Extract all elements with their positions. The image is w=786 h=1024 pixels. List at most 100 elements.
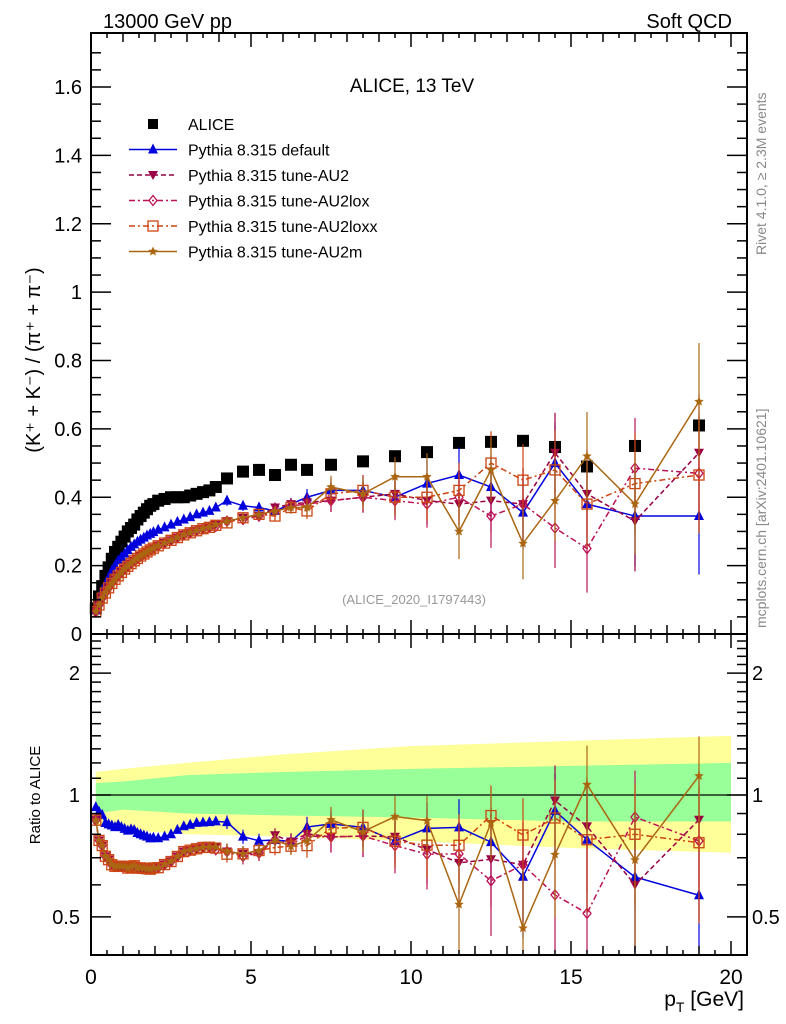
- ratio-marker-pythia-8-315-default: [222, 816, 232, 827]
- marker-pythia-8-315-tune-au2m: [100, 587, 111, 598]
- y-tick-label: 1.2: [54, 214, 82, 236]
- y-tick-label: 0.6: [54, 419, 82, 441]
- ratio-panel-series: [90, 736, 705, 952]
- ratio-marker-pythia-8-315-tune-au2loxx: [517, 829, 529, 841]
- legend-marker-pythia-8-315-tune-au2lox: [148, 194, 158, 207]
- marker-pythia-8-315-tune-au2m: [110, 574, 120, 584]
- marker-pythia-8-315-tune-au2m: [113, 570, 123, 580]
- main-panel-series: [89, 343, 705, 618]
- ratio-marker-pythia-8-315-default: [238, 830, 248, 841]
- marker-pythia-8-315-default: [166, 518, 176, 529]
- ratio-marker-pythia-8-315-tune-au2m: [103, 854, 114, 864]
- marker-alice: [237, 465, 249, 478]
- ratio-marker-pythia-8-315-tune-au2m: [326, 814, 336, 824]
- marker-pythia-8-315-tune-au2lox: [582, 542, 592, 555]
- legend-marker-alice: [148, 119, 158, 129]
- marker-alice: [325, 458, 337, 471]
- y-tick-label: 0.8: [54, 351, 82, 373]
- marker-pythia-8-315-tune-au2m: [630, 499, 640, 509]
- marker-pythia-8-315-tune-au2m: [145, 544, 155, 554]
- ratio-marker-pythia-8-315-tune-au2m: [172, 851, 183, 861]
- x-tick-label: 15: [559, 966, 582, 989]
- ratio-marker-pythia-8-315-tune-au2m: [191, 843, 202, 853]
- y-tick-label: 0: [71, 624, 82, 646]
- chart-title: ALICE, 13 TeV: [350, 76, 475, 97]
- ratio-marker-pythia-8-315-tune-au2m: [582, 779, 592, 789]
- legend-label-pythia-8-315-tune-au2loxx: Pythia 8.315 tune-AU2loxx: [188, 219, 377, 236]
- ratio-marker-pythia-8-315-tune-au2m: [390, 811, 400, 821]
- marker-pythia-8-315-tune-au2m: [94, 599, 104, 609]
- legend-label-alice: ALICE: [188, 117, 234, 134]
- ratio-marker-pythia-8-315-tune-au2m: [123, 863, 133, 873]
- marker-alice: [421, 446, 433, 459]
- ratio-marker-pythia-8-315-tune-au2m: [238, 848, 248, 858]
- marker-pythia-8-315-tune-au2m: [116, 567, 127, 577]
- marker-alice: [253, 463, 265, 476]
- marker-pythia-8-315-default: [204, 504, 215, 515]
- ratio-marker-pythia-8-315-default: [254, 834, 264, 845]
- ratio-marker-pythia-8-315-tune-au2loxx: [693, 837, 705, 849]
- ratio-marker-pythia-8-315-tune-au2m: [198, 842, 208, 852]
- rivet-info: Rivet 4.1.0, ≥ 2.3M events: [753, 92, 769, 255]
- marker-pythia-8-315-default: [185, 511, 196, 522]
- ratio-marker-pythia-8-315-tune-au2m: [145, 864, 155, 874]
- legend-label-pythia-8-315-default: Pythia 8.315 default: [188, 143, 330, 160]
- y-tick-label: 1: [69, 785, 80, 807]
- ratio-marker-pythia-8-315-tune-au2loxx: [453, 839, 465, 851]
- legend-label-pythia-8-315-tune-au2lox: Pythia 8.315 tune-AU2lox: [188, 194, 369, 211]
- y-tick-label-right: 0.5: [752, 907, 780, 929]
- legend-label-pythia-8-315-tune-au2m: Pythia 8.315 tune-AU2m: [188, 245, 362, 262]
- marker-pythia-8-315-tune-au2m: [454, 526, 464, 536]
- marker-pythia-8-315-tune-au2m: [582, 451, 592, 461]
- ratio-marker-pythia-8-315-tune-au2m: [185, 845, 195, 855]
- marker-pythia-8-315-tune-au2m: [172, 532, 183, 542]
- marker-alice: [221, 472, 233, 485]
- x-tick-label: 0: [85, 966, 97, 989]
- marker-pythia-8-315-tune-au2m: [142, 546, 152, 556]
- marker-pythia-8-315-tune-au2m: [135, 551, 146, 561]
- marker-pythia-8-315-tune-au2m: [123, 561, 133, 571]
- marker-alice: [301, 463, 313, 476]
- marker-pythia-8-315-tune-au2m: [518, 538, 528, 548]
- marker-alice: [453, 436, 465, 449]
- marker-pythia-8-315-tune-au2m: [166, 535, 176, 545]
- marker-pythia-8-315-tune-au2m: [129, 555, 139, 565]
- ratio-marker-pythia-8-315-tune-au2m: [222, 846, 232, 856]
- ratio-marker-pythia-8-315-tune-au2m: [630, 855, 640, 865]
- ratio-marker-pythia-8-315-tune-au2m: [254, 845, 264, 855]
- marker-pythia-8-315-tune-au2m: [222, 516, 232, 526]
- header-right: Soft QCD: [646, 11, 732, 33]
- y-tick-label: 1: [71, 282, 82, 304]
- y-tick-label: 0.5: [52, 907, 80, 929]
- mcplots-info: mcplots.cern.ch [arXiv:2401.10621]: [753, 409, 769, 628]
- marker-pythia-8-315-tune-au2m: [238, 512, 248, 522]
- marker-pythia-8-315-tune-au2m: [204, 522, 215, 532]
- ratio-marker-pythia-8-315-tune-au2m: [270, 835, 280, 845]
- marker-pythia-8-315-tune-au2m: [550, 495, 560, 505]
- marker-pythia-8-315-tune-au2loxx: [693, 469, 705, 481]
- ratio-marker-pythia-8-315-tune-au2m: [126, 861, 136, 871]
- marker-pythia-8-315-tune-au2m: [191, 525, 202, 535]
- legend-marker-pythia-8-315-tune-au2loxx: [147, 220, 159, 232]
- marker-pythia-8-315-tune-au2m: [198, 523, 208, 533]
- marker-pythia-8-315-default: [210, 501, 221, 512]
- y-axis-label-main: (K⁺ + K⁻) / (π⁺ + π⁻): [23, 267, 45, 452]
- ratio-marker-pythia-8-315-tune-au2m: [422, 815, 432, 825]
- x-tick-label: 20: [719, 966, 742, 989]
- marker-alice: [269, 469, 281, 482]
- marker-pythia-8-315-tune-au2loxx: [517, 474, 529, 486]
- marker-pythia-8-315-tune-au2m: [107, 578, 117, 588]
- marker-pythia-8-315-default: [159, 521, 170, 532]
- x-tick-label: 5: [245, 966, 257, 989]
- marker-pythia-8-315-tune-au2m: [286, 502, 296, 512]
- marker-pythia-8-315-tune-au2m: [159, 538, 170, 548]
- ratio-marker-pythia-8-315-tune-au2m: [694, 770, 704, 780]
- ratio-marker-pythia-8-315-tune-au2m: [91, 815, 101, 825]
- ratio-marker-pythia-8-315-tune-au2m: [204, 842, 215, 852]
- ratio-marker-pythia-8-315-tune-au2lox: [486, 874, 496, 887]
- marker-pythia-8-315-tune-au2m: [326, 481, 336, 492]
- y-axis-label-ratio: Ratio to ALICE: [27, 746, 44, 844]
- marker-pythia-8-315-tune-au2m: [126, 558, 136, 568]
- ratio-marker-pythia-8-315-tune-au2m: [211, 841, 221, 852]
- ratio-marker-pythia-8-315-default: [166, 828, 176, 839]
